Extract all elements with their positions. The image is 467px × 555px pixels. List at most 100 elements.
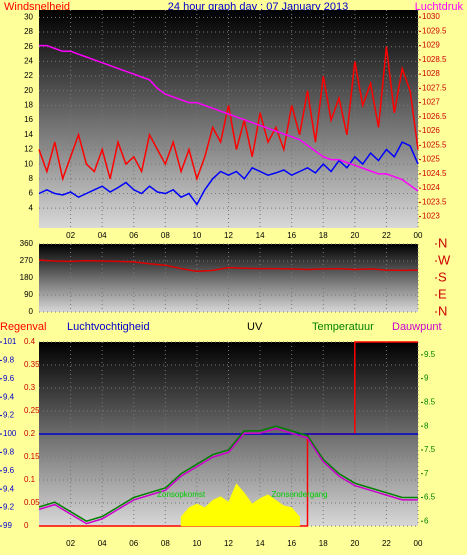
area (180, 483, 300, 527)
x-tick-label: 04 (98, 539, 107, 548)
y-tick-label: 9.6 (3, 374, 15, 383)
y-tick-label: 1029.5 (422, 26, 447, 35)
y-tick-label: 1028.5 (422, 55, 447, 64)
y-tick-label: 1025 (422, 155, 440, 164)
y-tick-label: 9.4 (3, 484, 15, 493)
line (38, 259, 419, 273)
chart-title: 24 hour graph day : 07 January 2013 (168, 1, 348, 13)
y-tick-label: N (438, 303, 447, 318)
y-tick-label: 0.25 (24, 406, 40, 415)
y-tick-label: 360 (20, 239, 34, 248)
line (39, 44, 419, 192)
annotation: Zonsopkomst (157, 490, 206, 499)
y-tick-label: 1027.5 (422, 83, 447, 92)
line (38, 427, 418, 525)
y-tick-label: 1026.5 (422, 112, 447, 121)
y-tick-label: 8 (29, 174, 34, 183)
y-tick-label: 1026 (422, 126, 440, 135)
y-tick-label: W (438, 252, 451, 267)
legend-label: Temperatuur (312, 321, 374, 333)
y-tick-label: 0.1 (24, 475, 36, 484)
x-tick-label: 02 (66, 539, 75, 548)
x-tick-label: 22 (382, 231, 391, 240)
y-tick-label: 0.05 (24, 498, 40, 507)
y-tick-label: 9.6 (3, 466, 15, 475)
x-tick-label: 16 (287, 231, 296, 240)
y-tick-label: 9.8 (3, 448, 15, 457)
y-tick-label: 1023.5 (422, 197, 447, 206)
y-tick-label: 9.2 (3, 503, 15, 512)
x-tick-label: 08 (161, 231, 170, 240)
line (38, 141, 419, 206)
x-tick-label: 20 (350, 539, 359, 548)
y-tick-label: 4 (29, 203, 34, 212)
y-tick-label: 7 (424, 469, 429, 478)
y-tick-label: 0.4 (24, 337, 36, 346)
y-tick-label: 9.2 (3, 411, 15, 420)
x-tick-label: 04 (98, 231, 107, 240)
y-tick-label: 100 (3, 429, 17, 438)
y-tick-label: 14 (24, 130, 33, 139)
y-tick-label: 1023 (422, 212, 440, 221)
y-tick-label: 0.3 (24, 383, 36, 392)
y-tick-label: N (438, 235, 447, 250)
y-tick-label: 0.15 (24, 452, 40, 461)
y-tick-label: 6 (424, 516, 429, 525)
annotation: Zonsondergang (272, 490, 328, 499)
y-tick-label: 0.2 (24, 429, 36, 438)
x-tick-label: 02 (66, 231, 75, 240)
line (38, 46, 419, 182)
y-tick-label: 7.5 (424, 445, 436, 454)
y-tick-label: 20 (24, 86, 33, 95)
x-tick-label: 00 (414, 231, 423, 240)
x-tick-label: 06 (129, 539, 138, 548)
x-tick-label: 16 (287, 539, 296, 548)
y-tick-label: 1028 (422, 69, 440, 78)
y-tick-label: 0 (29, 307, 34, 316)
x-tick-label: 22 (382, 539, 391, 548)
y-tick-label: 101 (3, 337, 17, 346)
x-tick-label: 10 (192, 539, 201, 548)
y2-label: Luchtdruk (415, 1, 464, 13)
y-tick-label: 12 (24, 145, 33, 154)
y-tick-label: 16 (24, 115, 33, 124)
legend-label: Dauwpunt (392, 321, 442, 333)
y-tick-label: 24 (24, 56, 33, 65)
y-tick-label: 0 (24, 521, 29, 530)
y-tick-label: 1029 (422, 41, 440, 50)
y-tick-label: 6 (29, 189, 34, 198)
x-tick-label: 12 (224, 231, 233, 240)
y-tick-label: 1025.5 (422, 140, 447, 149)
y-tick-label: 30 (24, 12, 33, 21)
y-tick-label: 8 (424, 421, 429, 430)
y-tick-label: 10 (24, 159, 33, 168)
y-tick-label: 99 (3, 521, 12, 530)
y-tick-label: 22 (24, 71, 33, 80)
x-tick-label: 00 (414, 539, 423, 548)
y-tick-label: 8.5 (424, 397, 436, 406)
y-tick-label: 180 (20, 273, 34, 282)
y-label: Windsnelheid (4, 1, 70, 13)
x-tick-label: 18 (319, 231, 328, 240)
line (38, 425, 418, 523)
y-tick-label: 1024.5 (422, 169, 447, 178)
y-tick-label: S (438, 269, 447, 284)
y-tick-label: 28 (24, 27, 33, 36)
y-tick-label: 0.35 (24, 360, 40, 369)
x-tick-label: 08 (161, 539, 170, 548)
y-tick-label: 270 (20, 256, 34, 265)
legend-label: Regenval (0, 321, 46, 333)
y-tick-label: 1027 (422, 98, 440, 107)
y-tick-label: 90 (24, 290, 33, 299)
x-tick-label: 12 (224, 539, 233, 548)
x-tick-label: 14 (256, 231, 265, 240)
x-tick-label: 20 (350, 231, 359, 240)
y-tick-label: 1030 (422, 12, 440, 21)
y-tick-label: 1024 (422, 183, 440, 192)
y-tick-label: 9.8 (3, 356, 15, 365)
x-tick-label: 18 (319, 539, 328, 548)
legend-label: UV (247, 321, 263, 333)
y-tick-label: 6.5 (424, 493, 436, 502)
x-tick-label: 14 (256, 539, 265, 548)
